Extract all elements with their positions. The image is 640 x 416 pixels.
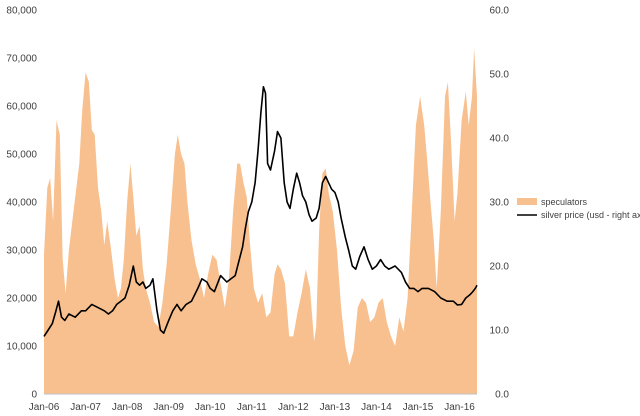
x-axis-tick-label: Jan-16: [444, 402, 475, 413]
x-axis-tick-label: Jan-11: [237, 402, 267, 413]
speculators-area-group: [44, 48, 477, 395]
x-axis-tick-label: Jan-08: [112, 402, 143, 413]
silver-price-line: [43, 86, 478, 337]
legend-swatch-speculators: [517, 198, 537, 205]
left-axis-tick-label: 70,000: [6, 54, 37, 65]
right-axis-tick-label: 10.0: [490, 326, 510, 337]
left-axis-tick-label: 10,000: [6, 342, 37, 353]
left-axis-tick-label: 30,000: [6, 246, 37, 257]
left-axis-tick-label: 0: [31, 390, 37, 401]
left-axis-tick-label: 20,000: [6, 294, 37, 305]
left-axis-tick-label: 50,000: [6, 150, 37, 161]
legend: speculators silver price (usd - right ax…: [517, 197, 640, 220]
left-axis-tick-label: 40,000: [6, 198, 37, 209]
x-axis-tick-label: Jan-13: [320, 402, 351, 413]
x-axis-tick-label: Jan-12: [278, 402, 309, 413]
right-axis-tick-label: 0.0: [495, 390, 509, 401]
x-axis-tick-label: Jan-15: [403, 402, 434, 413]
x-axis-tick-label: Jan-10: [195, 402, 226, 413]
legend-label-silver-price: silver price (usd - right axis): [541, 210, 640, 220]
x-axis-tick-label: Jan-07: [70, 402, 101, 413]
x-axis-tick-label: Jan-09: [153, 402, 184, 413]
speculators-area: [44, 48, 477, 395]
left-axis-tick-label: 60,000: [6, 102, 37, 113]
legend-label-speculators: speculators: [541, 197, 588, 207]
left-axis-ticks: 0 10,000 20,000 30,000 40,000 50,000 60,000 70,…: [6, 6, 37, 401]
right-axis-tick-label: 60.0: [490, 6, 510, 17]
x-axis-tick-label: Jan-06: [29, 402, 60, 413]
silver-price-line-group: [43, 86, 478, 337]
right-axis-ticks: 0.0 10.0 20.0 30.0 40.0 50.0 60.0: [490, 6, 510, 401]
right-axis-tick-label: 40.0: [490, 134, 510, 145]
x-axis-ticks: Jan-06 Jan-07 Jan-08 Jan-09 Jan-10 Jan-11 Jan-…: [29, 402, 476, 413]
left-axis-tick-label: 80,000: [6, 6, 37, 17]
right-axis-tick-label: 50.0: [490, 70, 510, 81]
right-axis-tick-label: 30.0: [490, 198, 510, 209]
x-axis-tick-label: Jan-14: [361, 402, 392, 413]
right-axis-tick-label: 20.0: [490, 262, 510, 273]
